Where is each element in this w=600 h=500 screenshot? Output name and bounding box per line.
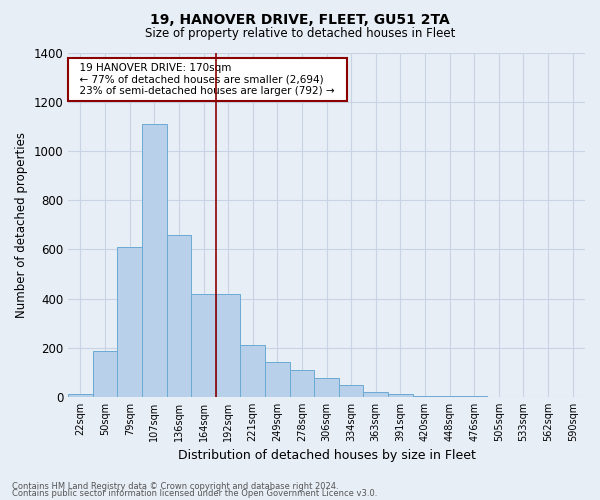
Text: Contains public sector information licensed under the Open Government Licence v3: Contains public sector information licen…	[12, 489, 377, 498]
Bar	[216, 294, 241, 397]
X-axis label: Distribution of detached houses by size in Fleet: Distribution of detached houses by size …	[178, 450, 476, 462]
Bar	[241, 346, 265, 397]
Text: Size of property relative to detached houses in Fleet: Size of property relative to detached ho…	[145, 28, 455, 40]
Bar	[93, 352, 118, 397]
Bar	[339, 384, 364, 397]
Bar	[68, 394, 93, 397]
Bar	[388, 394, 413, 397]
Bar	[142, 124, 167, 397]
Text: 19 HANOVER DRIVE: 170sqm
  ← 77% of detached houses are smaller (2,694)
  23% of: 19 HANOVER DRIVE: 170sqm ← 77% of detach…	[73, 63, 341, 96]
Bar	[364, 392, 388, 397]
Y-axis label: Number of detached properties: Number of detached properties	[15, 132, 28, 318]
Bar	[437, 396, 462, 397]
Bar	[167, 234, 191, 397]
Bar	[413, 396, 437, 397]
Bar	[290, 370, 314, 397]
Text: 19, HANOVER DRIVE, FLEET, GU51 2TA: 19, HANOVER DRIVE, FLEET, GU51 2TA	[150, 12, 450, 26]
Bar	[314, 378, 339, 397]
Bar	[265, 362, 290, 397]
Bar	[191, 294, 216, 397]
Bar	[118, 247, 142, 397]
Text: Contains HM Land Registry data © Crown copyright and database right 2024.: Contains HM Land Registry data © Crown c…	[12, 482, 338, 491]
